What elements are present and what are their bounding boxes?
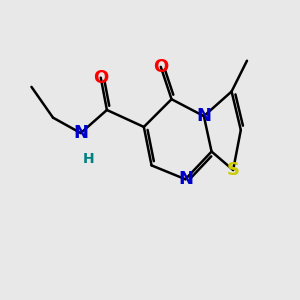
Text: O: O [93, 69, 108, 87]
Text: O: O [153, 58, 168, 76]
Text: N: N [73, 124, 88, 142]
Text: N: N [196, 107, 211, 125]
Text: S: S [226, 161, 240, 179]
Text: N: N [178, 170, 193, 188]
Text: H: H [82, 152, 94, 166]
